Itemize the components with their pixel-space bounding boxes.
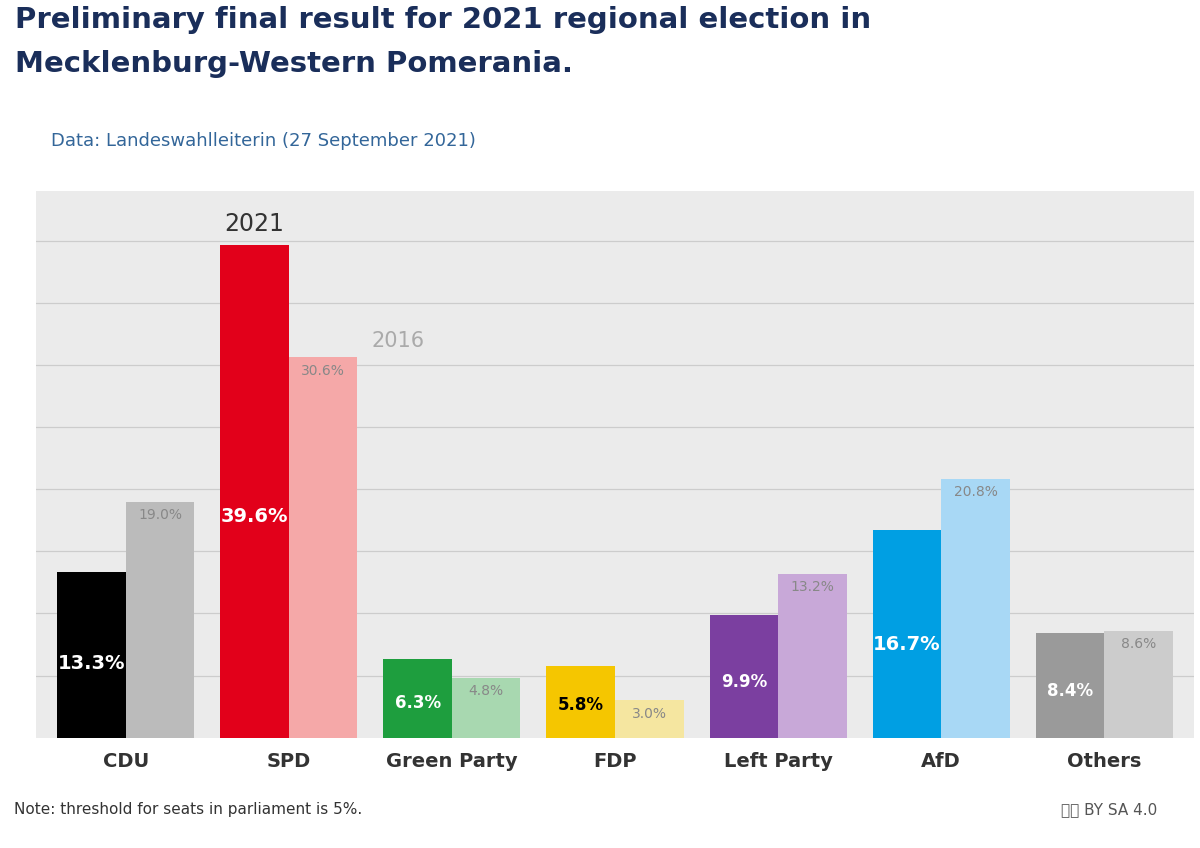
Text: Data: Landeswahlleiterin (27 September 2021): Data: Landeswahlleiterin (27 September 2… [50,132,476,150]
Bar [546,666,616,738]
Text: 30.6%: 30.6% [301,364,344,377]
Bar [1104,631,1172,738]
Text: 16.7%: 16.7% [874,635,941,654]
Bar [126,501,194,738]
Text: 6.3%: 6.3% [395,694,440,711]
Text: ENERGY: ENERGY [1085,64,1153,79]
Text: 2016: 2016 [372,332,425,351]
Text: Mecklenburg-Western Pomerania.: Mecklenburg-Western Pomerania. [16,50,574,78]
Bar [452,678,521,738]
Text: 13.2%: 13.2% [791,580,834,594]
Text: 3.0%: 3.0% [631,706,667,721]
Bar [1036,633,1104,738]
Bar [709,615,778,738]
Bar [616,700,684,738]
Bar [58,572,126,738]
Text: Preliminary final result for 2021 regional election in: Preliminary final result for 2021 region… [16,6,871,34]
Bar [872,530,941,738]
Text: 39.6%: 39.6% [221,507,288,526]
Text: 2021: 2021 [224,211,284,236]
Text: 13.3%: 13.3% [58,654,125,672]
Bar [289,357,358,738]
Text: 20.8%: 20.8% [954,485,997,499]
Text: 9.9%: 9.9% [721,673,767,691]
Text: 8.4%: 8.4% [1046,682,1093,700]
Text: 19.0%: 19.0% [138,508,182,522]
Bar [221,245,289,738]
Text: ⒸⒸ BY SA 4.0: ⒸⒸ BY SA 4.0 [1061,802,1157,817]
Bar [941,479,1009,738]
Text: Note: threshold for seats in parliament is 5%.: Note: threshold for seats in parliament … [13,802,361,817]
Bar [778,574,847,738]
Bar [384,660,452,738]
Text: 8.6%: 8.6% [1121,637,1156,651]
Text: CLEAN: CLEAN [1091,22,1147,37]
Text: 5.8%: 5.8% [558,696,604,714]
Text: WIRE: WIRE [1097,105,1141,120]
Text: 4.8%: 4.8% [468,684,504,698]
